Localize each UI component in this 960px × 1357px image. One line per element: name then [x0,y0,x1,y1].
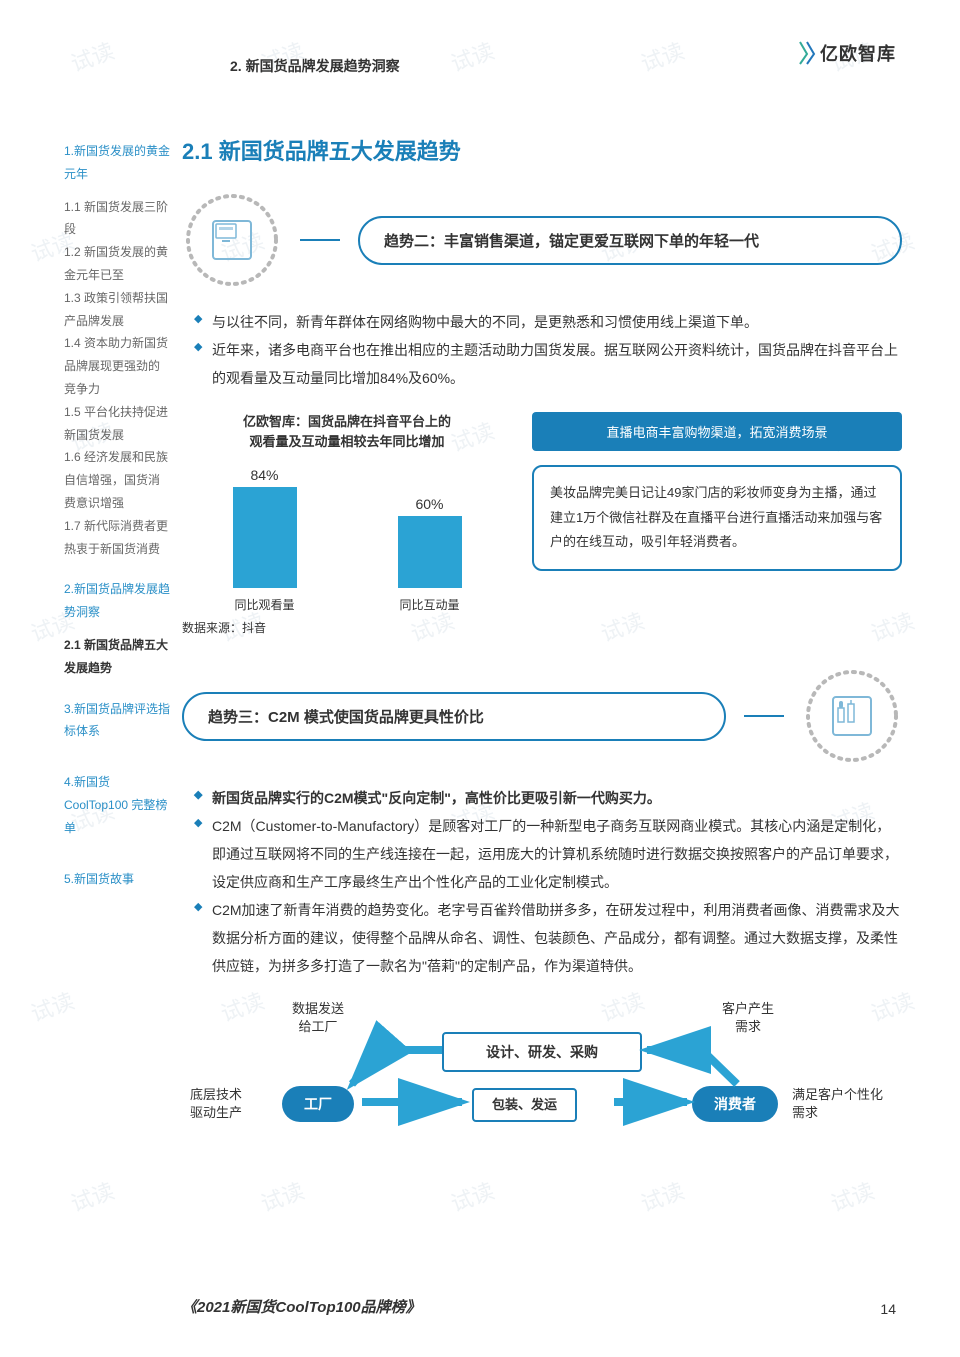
chart-title-l1: 亿欧智库：国货品牌在抖音平台上的 [243,414,451,429]
toc-sec1[interactable]: 1.新国货发展的黄金元年 [64,140,170,186]
watermark: 试读 [636,33,688,78]
bar-value-label: 60% [415,496,443,512]
watermark: 试读 [256,1173,308,1218]
connector [744,715,784,717]
brand-logo: 亿欧智库 [798,40,896,66]
trend2-icon-badge [182,190,282,290]
toc-item[interactable]: 1.4 资本助力新国货品牌展现更强劲的竞争力 [64,332,170,400]
bullet: 与以往不同，新青年群体在网络购物中最大的不同，是更熟悉和习惯使用线上渠道下单。 [194,308,902,336]
toc-item[interactable]: 1.2 新国货发展的黄金元年已至 [64,241,170,287]
watermark: 试读 [446,1173,498,1218]
bullet: 新国货品牌实行的C2M模式"反向定制"，高性价比更吸引新一代购买力。 [194,784,902,812]
chart-title-l2: 观看量及互动量相较去年同比增加 [249,434,444,449]
footer-title: 《2021新国货CoolTop100品牌榜》 [182,1296,421,1317]
bar-rect [233,487,297,588]
sidebar-toc: 1.新国货发展的黄金元年 1.1 新国货发展三阶段 1.2 新国货发展的黄金元年… [64,140,170,900]
cosmetics-icon [834,698,858,726]
watermark: 试读 [446,33,498,78]
bar-value-label: 84% [250,467,278,483]
toc-item[interactable]: 1.6 经济发展和民族自信增强，国货消费意识增强 [64,446,170,514]
watermark: 试读 [26,983,78,1028]
toc-item[interactable]: 1.7 新代际消费者更热衷于新国货消费 [64,515,170,561]
bar-category-label: 同比互动量 [399,596,459,613]
trend3-bullets: 新国货品牌实行的C2M模式"反向定制"，高性价比更吸引新一代购买力。 C2M（C… [182,784,902,980]
flow-arrows [182,1000,902,1180]
toc-sec5[interactable]: 5.新国货故事 [64,868,170,891]
douyin-chart: 亿欧智库：国货品牌在抖音平台上的 观看量及互动量相较去年同比增加 84% 同比观看… [182,412,512,636]
right-desc: 美妆品牌完美日记让49家门店的彩妆师变身为主播，通过建立1万个微信社群及在直播平… [532,465,902,571]
toc-sec4[interactable]: 4.新国货 CoolTop100 完整榜单 [64,771,170,839]
logo-text: 亿欧智库 [820,40,896,66]
c2m-flow-diagram: 数据发送给工厂 客户产生需求 设计、研发、采购 工厂 包装、发运 消费者 底层技… [182,1000,902,1180]
trend2-bullets: 与以往不同，新青年群体在网络购物中最大的不同，是更熟悉和习惯使用线上渠道下单。 … [182,308,902,392]
chart-source: 数据来源：抖音 [182,619,512,636]
trend3-icon-badge [802,666,902,766]
toc-item[interactable]: 1.5 平台化扶持促进新国货发展 [64,401,170,447]
bar-column: 84% 同比观看量 [205,467,325,613]
trend2-title: 趋势二：丰富销售渠道，锚定更爱互联网下单的年轻一代 [358,216,902,265]
right-caption: 直播电商丰富购物渠道，拓宽消费场景 [532,412,902,451]
toc-item-current[interactable]: 2.1 新国货品牌五大发展趋势 [64,634,170,680]
watermark: 试读 [636,1173,688,1218]
bar-rect [398,516,462,588]
bullet: C2M加速了新青年消费的趋势变化。老字号百雀羚借助拼多多，在研发过程中，利用消费… [194,896,902,980]
toc-item[interactable]: 1.3 政策引领帮扶国产品牌发展 [64,287,170,333]
breadcrumb: 2. 新国货品牌发展趋势洞察 [230,56,400,76]
section-title: 2.1 新国货品牌五大发展趋势 [182,134,902,166]
logo-icon [798,40,816,66]
page-number: 14 [880,1301,896,1317]
toc-item[interactable]: 1.1 新国货发展三阶段 [64,196,170,242]
bullet: C2M（Customer-to-Manufactory）是顾客对工厂的一种新型电… [194,812,902,896]
bar-category-label: 同比观看量 [234,596,294,613]
toc-sec3[interactable]: 3.新国货品牌评选指标体系 [64,698,170,744]
watermark: 试读 [826,1173,878,1218]
toc-sec2[interactable]: 2.新国货品牌发展趋势洞察 [64,578,170,624]
watermark: 试读 [66,1173,118,1218]
connector [300,239,340,241]
watermark: 试读 [66,33,118,78]
bullet: 近年来，诸多电商平台也在推出相应的主题活动助力国货发展。据互联网公开资料统计，国… [194,336,902,392]
bar-column: 60% 同比互动量 [370,496,490,613]
monitor-icon [214,222,238,246]
trend3-title: 趋势三：C2M 模式使国货品牌更具性价比 [182,692,726,741]
